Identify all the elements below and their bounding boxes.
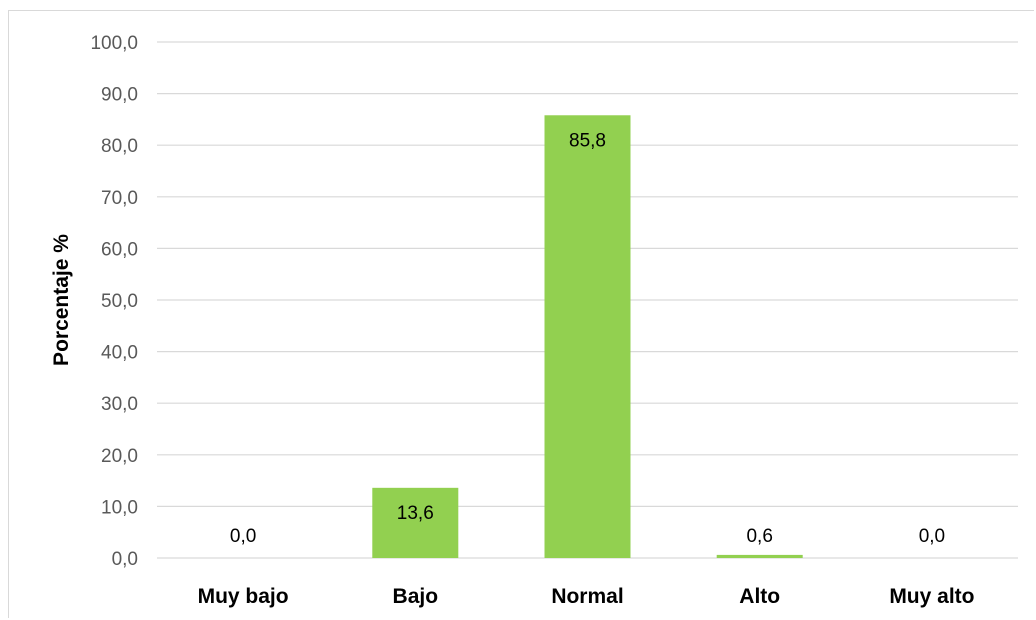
y-tick-label: 100,0: [90, 33, 138, 54]
y-tick-label: 20,0: [101, 446, 138, 467]
y-tick-label: 70,0: [101, 188, 138, 209]
y-tick-label: 40,0: [101, 343, 138, 364]
data-label: 0,0: [230, 526, 256, 547]
bar: [544, 115, 631, 558]
x-category-label: Alto: [739, 585, 780, 608]
x-category-label: Bajo: [393, 585, 439, 608]
data-label: 0,0: [919, 526, 945, 547]
x-category-label: Muy alto: [889, 585, 974, 608]
bar: [372, 487, 459, 558]
y-tick-label: 0,0: [112, 549, 138, 570]
data-labels: 0,0 13,6 85,8 0,6 0,0: [230, 130, 945, 547]
y-tick-label: 50,0: [101, 291, 138, 312]
x-axis-categories: Muy bajo Bajo Normal Alto Muy alto: [198, 585, 975, 608]
data-label: 0,6: [746, 526, 772, 547]
y-tick-label: 10,0: [101, 497, 138, 518]
bars: [372, 115, 803, 558]
chart-frame: [8, 10, 1034, 618]
y-tick-label: 30,0: [101, 394, 138, 415]
y-tick-label: 60,0: [101, 239, 138, 260]
y-axis-label: Porcentaje %: [50, 234, 73, 366]
y-tick-label: 90,0: [101, 85, 138, 106]
y-axis-ticks: 0,0 10,0 20,0 30,0 40,0 50,0 60,0 70,0 80,0 90,0 1…: [90, 33, 138, 570]
data-label: 13,6: [397, 503, 434, 524]
bar: [716, 554, 803, 558]
x-category-label: Muy bajo: [198, 585, 289, 608]
y-tick-label: 80,0: [101, 136, 138, 157]
data-label: 85,8: [569, 130, 606, 151]
x-category-label: Normal: [551, 585, 623, 608]
